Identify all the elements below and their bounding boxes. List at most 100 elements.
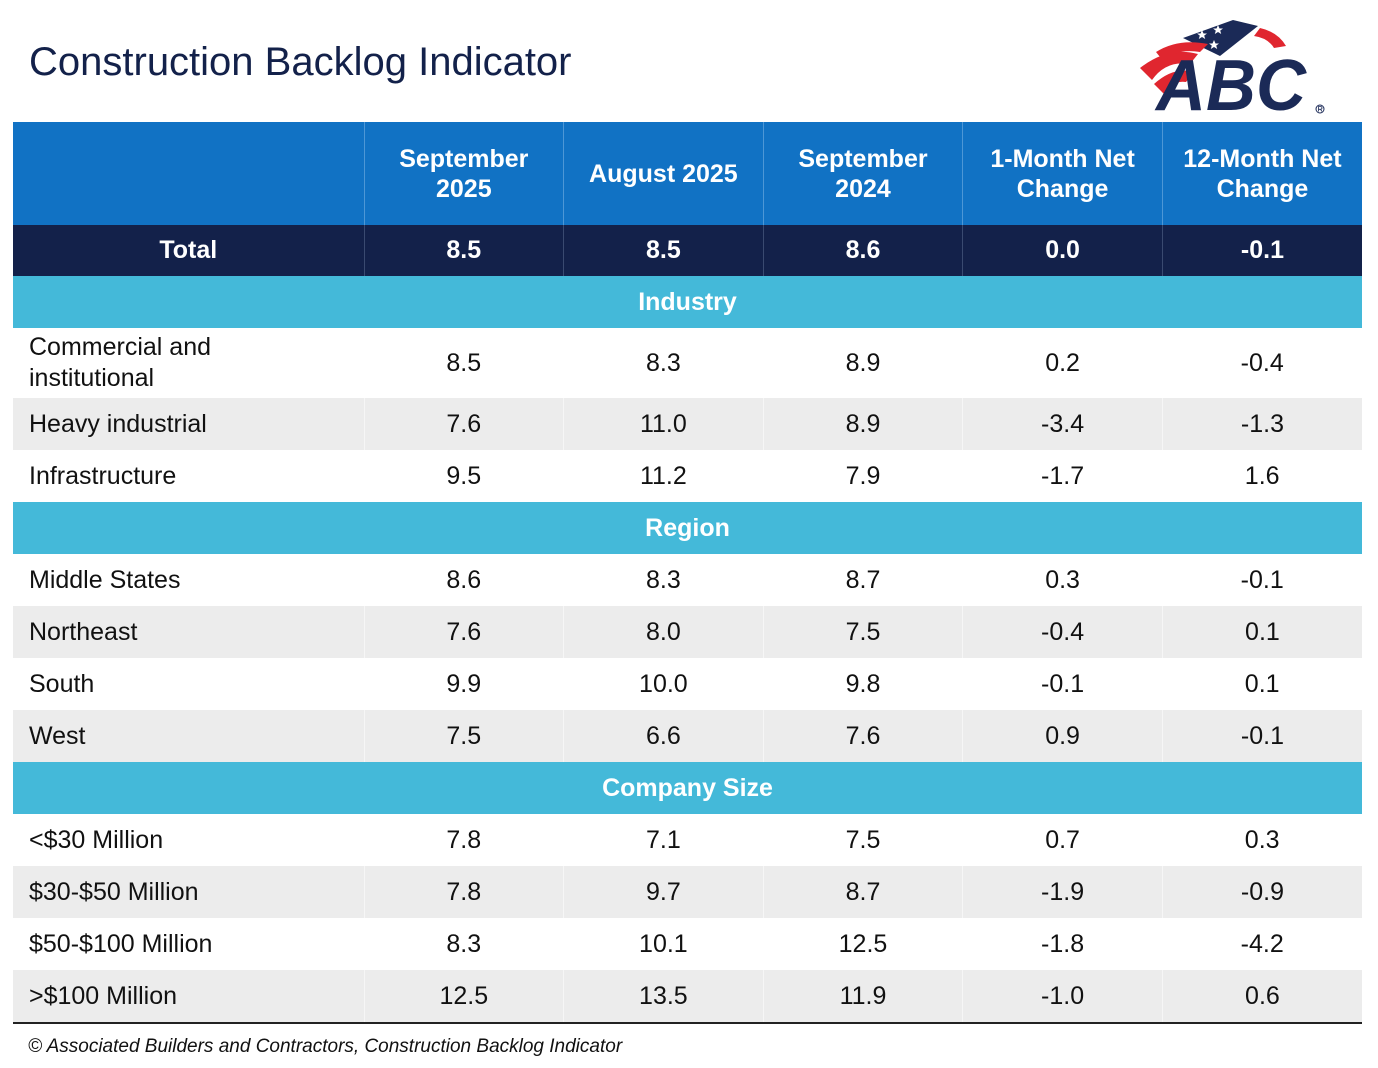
section-label: Region: [13, 502, 1362, 554]
table-row: $50-$100 Million 8.3 10.1 12.5 -1.8 -4.2: [13, 918, 1362, 970]
table-row: Middle States 8.6 8.3 8.7 0.3 -0.1: [13, 554, 1362, 606]
cell-value: 0.3: [1045, 565, 1080, 594]
cell-value: 8.3: [646, 565, 681, 594]
cell-value: 9.9: [446, 669, 482, 698]
row-label: Northeast: [13, 606, 364, 658]
cell-value: 8.5: [363, 225, 564, 276]
column-header: September 2024: [762, 122, 963, 225]
logo-stripe: [1154, 70, 1194, 94]
cell-value: 0.7: [1045, 825, 1080, 854]
registered-mark-icon: [1315, 104, 1325, 114]
column-header: August 2025: [563, 122, 764, 225]
row-label: >$100 Million: [13, 970, 364, 1024]
row-label: Heavy industrial: [13, 398, 364, 450]
table-row: $30-$50 Million 7.8 9.7 8.7 -1.9 -0.9: [13, 866, 1362, 918]
cell-value: -0.1: [1161, 710, 1362, 762]
cell-value: -1.7: [1041, 461, 1085, 490]
cell-value: 9.5: [446, 461, 482, 490]
row-label: Commercial and institutional: [29, 333, 212, 392]
cell-value: 7.8: [363, 866, 564, 918]
cell-value: -0.9: [1161, 866, 1362, 918]
cell-value: 8.6: [446, 565, 482, 594]
row-label: West: [13, 710, 364, 762]
cell-value: 1.6: [1244, 461, 1280, 490]
logo-stripe: [1140, 51, 1198, 80]
svg-text:ABC: ABC: [1154, 46, 1307, 116]
star-icon: [1197, 30, 1207, 39]
cell-value: 7.5: [363, 710, 564, 762]
cell-value: 0.1: [1161, 606, 1362, 658]
table-row: >$100 Million 12.5 13.5 11.9 -1.0 0.6: [13, 970, 1362, 1024]
cell-value: 0.9: [962, 710, 1163, 762]
cell-value: 12.5: [363, 970, 564, 1024]
column-header: 12-Month Net Change: [1161, 122, 1362, 225]
cell-value: 7.5: [762, 606, 963, 658]
table-row: West 7.5 6.6 7.6 0.9 -0.1: [13, 710, 1362, 762]
cell-value: 10.1: [639, 929, 688, 958]
cell-value: 8.0: [563, 606, 764, 658]
column-header: [13, 122, 364, 225]
footer-credit: © Associated Builders and Contractors, C…: [28, 1036, 623, 1057]
table-row: Heavy industrial 7.6 11.0 8.9 -3.4 -1.3: [13, 398, 1362, 450]
logo-stripe: [1254, 28, 1286, 48]
cell-value: -1.0: [962, 970, 1163, 1024]
cell-value: 7.6: [363, 398, 564, 450]
cell-value: -4.2: [1240, 929, 1284, 958]
row-label: Middle States: [29, 565, 181, 594]
cell-value: 8.5: [563, 225, 764, 276]
section-label: Industry: [13, 276, 1362, 328]
cell-value: 0.0: [962, 225, 1163, 276]
column-header: September 2025: [363, 122, 564, 225]
cell-value: -0.1: [1041, 669, 1085, 698]
row-label: <$30 Million: [29, 825, 164, 854]
star-icon: [1213, 25, 1223, 34]
logo-stripe: [1156, 42, 1208, 62]
cell-value: 11.9: [762, 970, 963, 1024]
row-label: $30-$50 Million: [13, 866, 364, 918]
cell-value: -1.8: [1041, 929, 1085, 958]
cell-value: 7.1: [646, 825, 681, 854]
row-label: $50-$100 Million: [29, 929, 213, 958]
cell-value: 8.3: [646, 348, 681, 377]
table-row: Northeast 7.6 8.0 7.5 -0.4 0.1: [13, 606, 1362, 658]
page-title: Construction Backlog Indicator: [29, 40, 572, 84]
cell-value: -1.3: [1161, 398, 1362, 450]
cell-value: 9.7: [563, 866, 764, 918]
cell-value: 0.2: [1045, 348, 1080, 377]
section-header: Region: [13, 502, 1362, 554]
cell-value: 11.0: [563, 398, 764, 450]
cell-value: 8.9: [762, 398, 963, 450]
table-row: Commercial and institutional 8.5 8.3 8.9 0.2…: [13, 328, 1362, 398]
cell-value: 6.6: [563, 710, 764, 762]
row-label: Total: [13, 225, 364, 276]
header-row: September 2025 August 2025 September 2024 1…: [13, 122, 1362, 225]
cell-value: 7.6: [762, 710, 963, 762]
cell-value: -0.4: [1240, 348, 1284, 377]
cell-value: 12.5: [838, 929, 888, 958]
column-header: 1-Month Net Change: [962, 122, 1163, 225]
cell-value: 7.5: [845, 825, 881, 854]
backlog-table: September 2025 August 2025 September 2024 1…: [13, 122, 1362, 1024]
star-icon: [1209, 40, 1219, 49]
row-label: Infrastructure: [29, 461, 177, 490]
table-row: South 9.9 10.0 9.8 -0.1 0.1: [13, 658, 1362, 710]
cell-value: 13.5: [563, 970, 764, 1024]
cell-value: 0.1: [1244, 669, 1280, 698]
cell-value: 7.9: [845, 461, 881, 490]
cell-value: 8.3: [446, 929, 482, 958]
section-header: Company Size: [13, 762, 1362, 814]
total-row: Total 8.5 8.5 8.6 0.0 -0.1: [13, 225, 1362, 276]
abc-logo: ABC: [1140, 20, 1325, 116]
section-label: Company Size: [13, 762, 1362, 814]
row-label: South: [29, 669, 95, 698]
cell-value: 9.8: [845, 669, 881, 698]
cell-value: -3.4: [962, 398, 1163, 450]
cell-value: 8.5: [446, 348, 482, 377]
cell-value: 11.2: [639, 461, 687, 490]
cell-value: 7.8: [446, 825, 482, 854]
cell-value: -0.1: [1240, 565, 1284, 594]
cell-value: -1.9: [962, 866, 1163, 918]
cell-value: 0.6: [1161, 970, 1362, 1024]
cell-value: -0.1: [1161, 225, 1362, 276]
cell-value: 0.3: [1244, 825, 1280, 854]
